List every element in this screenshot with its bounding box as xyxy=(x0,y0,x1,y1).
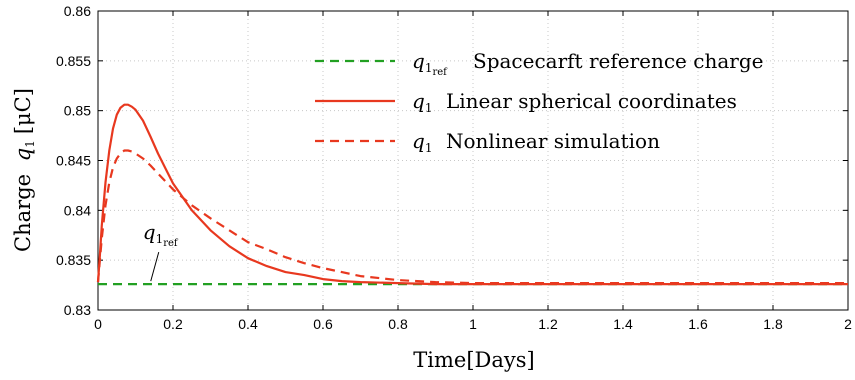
legend-label-linear: Linear spherical coordinates xyxy=(446,89,737,113)
legend-label-reference: Spacecarft reference charge xyxy=(473,49,763,73)
y-axis-label-sub: 1 xyxy=(23,140,37,148)
legend-label-nonlinear: Nonlinear simulation xyxy=(446,129,660,153)
series-nonlinear-line xyxy=(96,149,848,285)
y-tick-label: 0.835 xyxy=(56,252,91,268)
x-tick-label: 1 xyxy=(469,316,477,332)
x-tick-label: 0.4 xyxy=(238,316,258,332)
x-axis-label: Time[Days] xyxy=(413,348,534,372)
y-tick-label: 0.85 xyxy=(64,103,91,119)
legend-symbol-reference: q1ref xyxy=(412,49,448,78)
legend-item-reference: q1ref Spacecarft reference charge xyxy=(315,49,763,78)
series-linear-line xyxy=(96,103,848,286)
y-tick-label: 0.845 xyxy=(56,153,91,169)
y-axis-label-unit: [μC] xyxy=(11,88,35,134)
y-tick-label: 0.83 xyxy=(64,302,91,318)
y-tick-label: 0.84 xyxy=(64,202,91,218)
x-tick-label: 0.2 xyxy=(163,316,183,332)
legend-item-linear: q1 Linear spherical coordinates xyxy=(315,89,737,115)
y-tick-label: 0.855 xyxy=(56,53,91,69)
x-tick-label: 1.8 xyxy=(763,316,783,332)
legend-symbol-nonlinear: q1 xyxy=(412,129,432,155)
y-axis-label-text: Charge xyxy=(11,174,35,252)
annotation-reference: q1ref xyxy=(143,220,179,282)
x-tick-label: 0.8 xyxy=(388,316,408,332)
x-tick-label: 1.6 xyxy=(688,316,708,332)
svg-text:Charge q1[μC]: Charge q1 [μC] xyxy=(11,88,37,252)
y-axis-label: Charge q1 [μC] xyxy=(11,88,37,252)
legend-symbol-linear: q1 xyxy=(412,89,432,115)
legend-item-nonlinear: q1 Nonlinear simulation xyxy=(315,129,660,155)
x-tick-label: 1.2 xyxy=(538,316,558,332)
x-tick-label: 0.6 xyxy=(313,316,333,332)
y-tick-label: 0.86 xyxy=(64,3,91,19)
annotation-label: q1ref xyxy=(143,220,179,249)
x-tick-label: 0 xyxy=(94,316,102,332)
x-tick-label: 2 xyxy=(844,316,852,332)
y-axis-label-symbol: q xyxy=(11,148,35,161)
series-lines xyxy=(96,103,848,286)
annotation-pointer xyxy=(150,251,160,282)
x-tick-label: 1.4 xyxy=(613,316,633,332)
grid xyxy=(98,11,848,310)
legend: q1ref Spacecarft reference charge q1 Lin… xyxy=(315,49,763,155)
ticks: 0 0.2 0.4 0.6 0.8 1 1.2 1.4 1.6 1.8 2 0.83 0.835 0.84… xyxy=(56,3,852,332)
